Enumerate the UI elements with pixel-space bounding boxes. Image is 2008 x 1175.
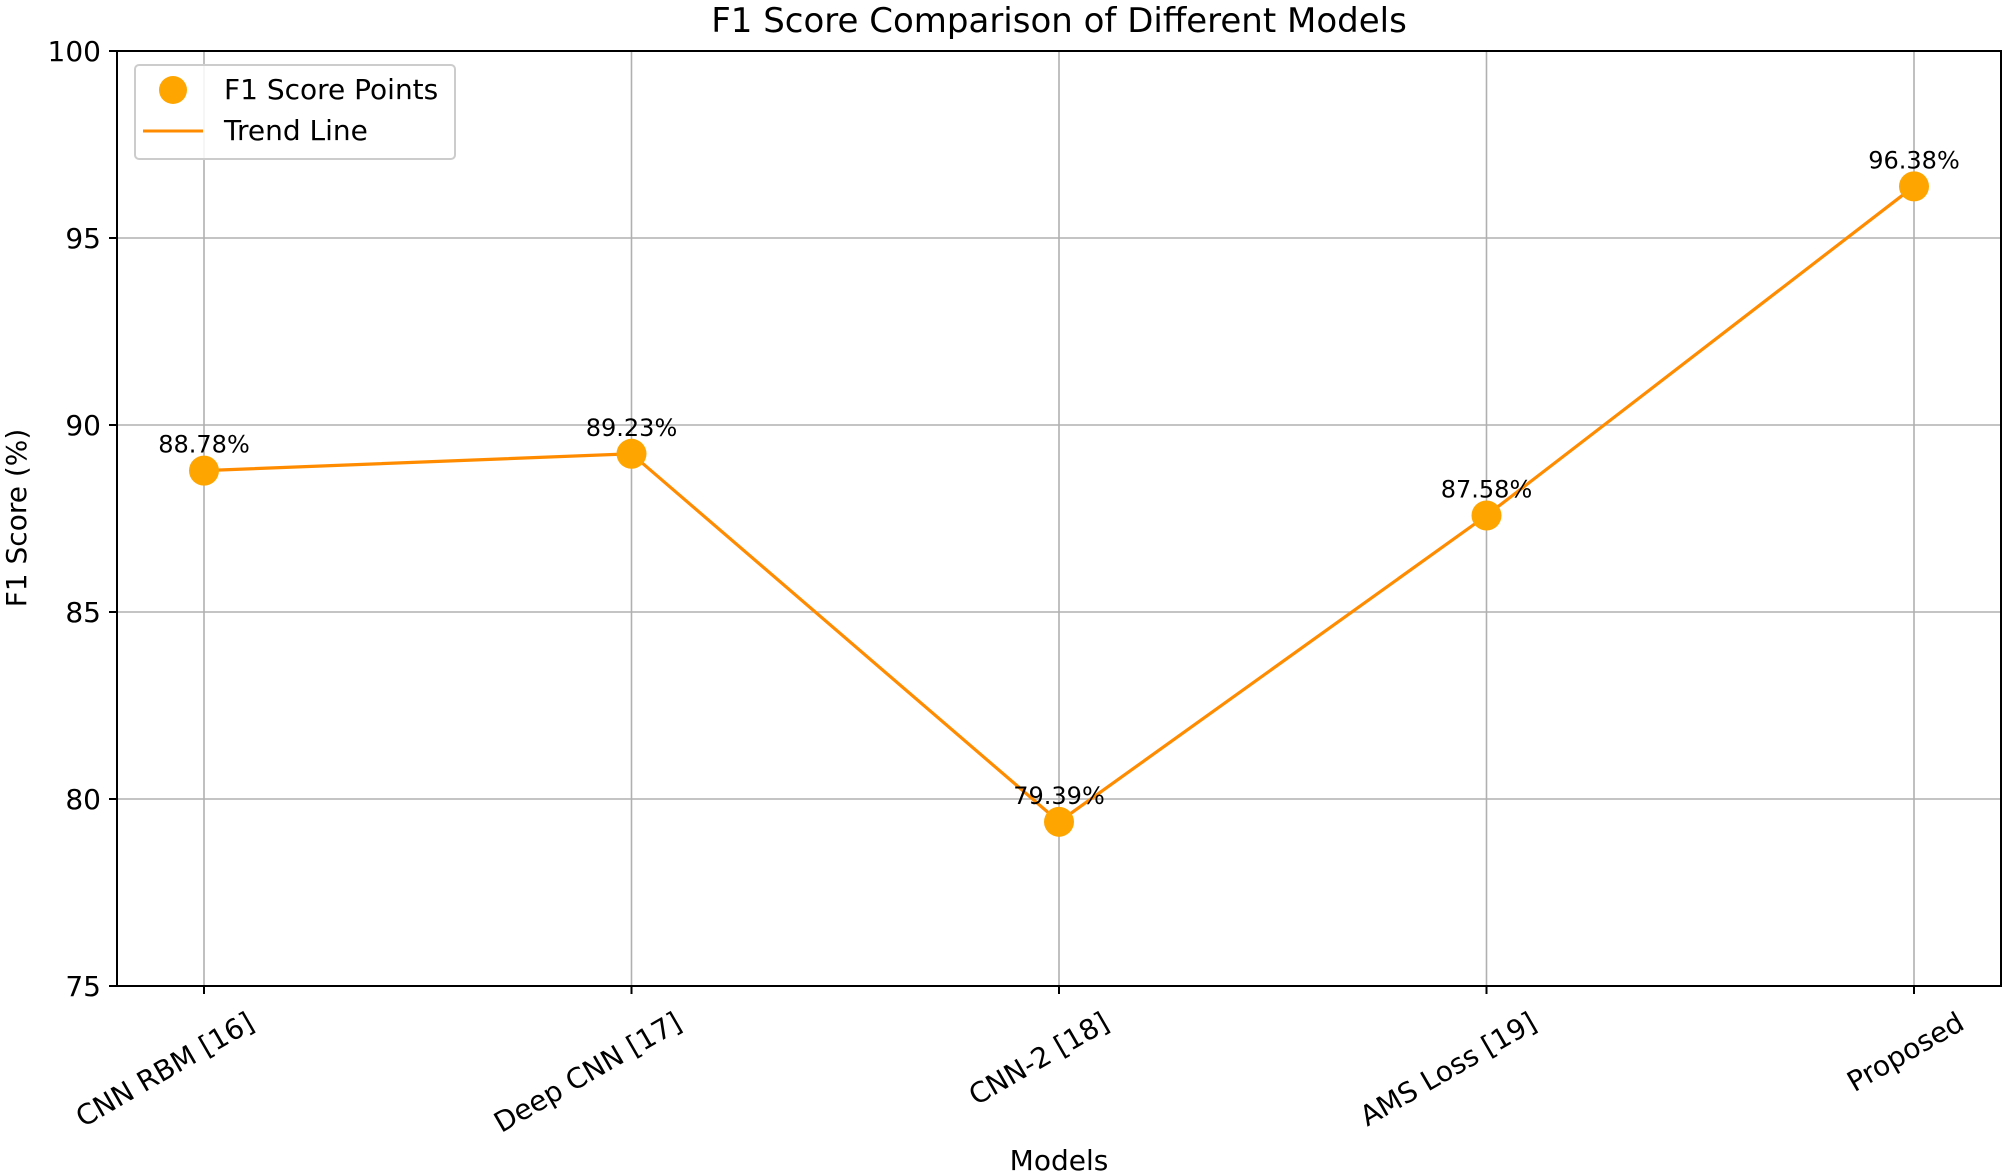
- y-tick-label: 75: [65, 970, 101, 1003]
- data-point: [189, 455, 219, 486]
- data-point: [616, 438, 647, 469]
- series-layer: 88.78% 89.23% 79.39% 87.58% 96.38%: [158, 146, 1960, 837]
- y-tick-label: 80: [65, 783, 101, 816]
- y-tick-label: 85: [65, 596, 101, 629]
- legend-label-points: F1 Score Points: [224, 73, 438, 106]
- legend-label-trend: Trend Line: [223, 114, 368, 147]
- x-tick-label: Proposed: [1841, 1005, 1969, 1098]
- axis-ticks: CNN RBM [16] Deep CNN [17] CNN-2 [18] AMS L…: [48, 35, 1970, 1139]
- legend-frame: [134, 64, 456, 160]
- data-label: 87.58%: [1441, 476, 1533, 504]
- data-label: 79.39%: [1013, 782, 1105, 810]
- x-axis-title: Models: [1010, 1144, 1109, 1175]
- x-tick-label: CNN RBM [16]: [70, 1005, 259, 1133]
- y-tick-label: 100: [48, 35, 101, 68]
- y-axis-title: F1 Score (%): [0, 429, 33, 608]
- data-label: 88.78%: [158, 431, 250, 459]
- grid-lines: [117, 51, 2001, 986]
- chart-title: F1 Score Comparison of Different Models: [711, 1, 1407, 41]
- x-tick-label: AMS Loss [19]: [1354, 1005, 1542, 1132]
- data-point: [1044, 806, 1074, 837]
- data-point: [1899, 171, 1929, 202]
- x-tick-label: Deep CNN [17]: [488, 1005, 687, 1139]
- data-point: [1471, 500, 1502, 531]
- data-label: 96.38%: [1868, 146, 1960, 174]
- y-tick-label: 90: [65, 409, 101, 442]
- x-tick-label: CNN-2 [18]: [963, 1005, 1114, 1111]
- legend-marker-points: [159, 76, 187, 104]
- data-label: 89.23%: [586, 414, 678, 442]
- y-tick-label: 95: [65, 222, 101, 255]
- chart-legend: F1 Score Points Trend Line: [134, 64, 456, 160]
